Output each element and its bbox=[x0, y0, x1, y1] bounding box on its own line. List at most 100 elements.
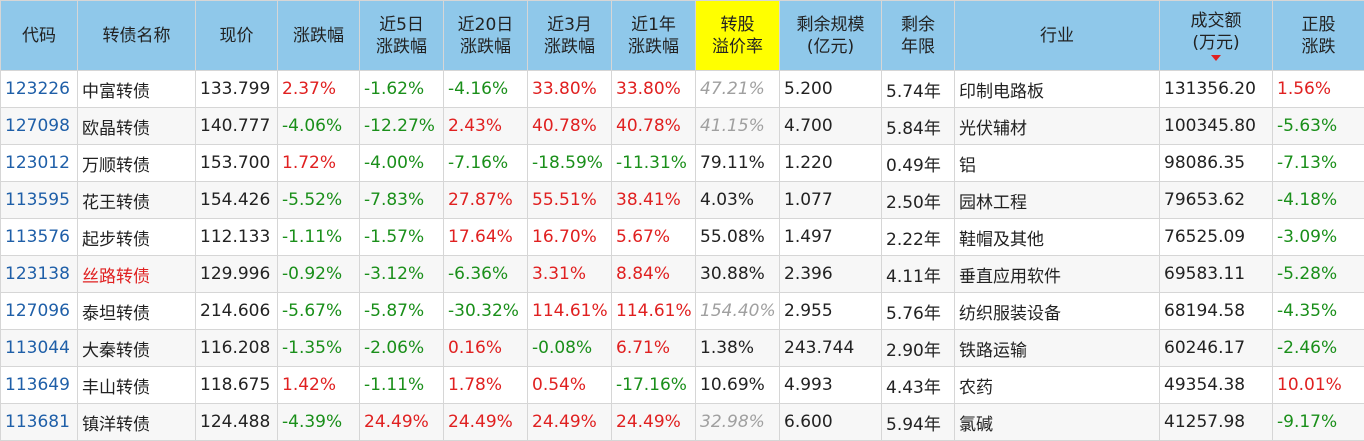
column-header-label: 涨跌幅 bbox=[278, 25, 359, 47]
cell-chg20: 0.16% bbox=[444, 330, 528, 367]
cell-stock_chg: -4.18% bbox=[1273, 182, 1364, 219]
cell-code[interactable]: 113649 bbox=[1, 367, 78, 404]
cell-chg3m: 16.70% bbox=[528, 219, 612, 256]
column-header-label: 涨跌幅 bbox=[528, 36, 611, 58]
cell-premium: 32.98% bbox=[696, 404, 780, 441]
cell-industry: 铁路运输 bbox=[955, 330, 1160, 367]
cell-price: 140.777 bbox=[196, 108, 278, 145]
cell-chg3m: 33.80% bbox=[528, 71, 612, 108]
column-header-code[interactable]: 代码 bbox=[1, 1, 78, 71]
cell-name[interactable]: 起步转债 bbox=[78, 219, 196, 256]
cell-scale: 5.200 bbox=[780, 71, 882, 108]
column-header-scale[interactable]: 剩余规模(亿元) bbox=[780, 1, 882, 71]
cell-code[interactable]: 123012 bbox=[1, 145, 78, 182]
cell-stock_chg: 1.56% bbox=[1273, 71, 1364, 108]
cell-industry: 印制电路板 bbox=[955, 71, 1160, 108]
cell-chg: -5.67% bbox=[278, 293, 360, 330]
cell-chg1y: 8.84% bbox=[612, 256, 696, 293]
cell-volume: 76525.09 bbox=[1160, 219, 1273, 256]
column-header-chg5[interactable]: 近5日涨跌幅 bbox=[360, 1, 444, 71]
cell-scale: 1.220 bbox=[780, 145, 882, 182]
cell-chg1y: 38.41% bbox=[612, 182, 696, 219]
cell-name[interactable]: 大秦转债 bbox=[78, 330, 196, 367]
cell-scale: 1.497 bbox=[780, 219, 882, 256]
cell-volume: 79653.62 bbox=[1160, 182, 1273, 219]
cell-premium: 4.03% bbox=[696, 182, 780, 219]
cell-chg20: 27.87% bbox=[444, 182, 528, 219]
column-header-stock_chg[interactable]: 正股涨跌 bbox=[1273, 1, 1364, 71]
cell-chg3m: 40.78% bbox=[528, 108, 612, 145]
header-row: 代码转债名称现价涨跌幅近5日涨跌幅近20日涨跌幅近3月涨跌幅近1年涨跌幅转股溢价… bbox=[1, 1, 1364, 71]
column-header-industry[interactable]: 行业 bbox=[955, 1, 1160, 71]
cell-chg20: 1.78% bbox=[444, 367, 528, 404]
column-header-label: 转股 bbox=[696, 14, 779, 36]
column-header-premium[interactable]: 转股溢价率 bbox=[696, 1, 780, 71]
cell-name[interactable]: 泰坦转债 bbox=[78, 293, 196, 330]
cell-name[interactable]: 中富转债 bbox=[78, 71, 196, 108]
cell-premium: 79.11% bbox=[696, 145, 780, 182]
cell-code[interactable]: 113681 bbox=[1, 404, 78, 441]
cell-code[interactable]: 123226 bbox=[1, 71, 78, 108]
column-header-chg3m[interactable]: 近3月涨跌幅 bbox=[528, 1, 612, 71]
cell-name[interactable]: 镇洋转债 bbox=[78, 404, 196, 441]
column-header-label: (万元) bbox=[1160, 32, 1272, 54]
cell-scale: 4.993 bbox=[780, 367, 882, 404]
cell-years: 0.49年 bbox=[882, 145, 955, 182]
cell-scale: 2.396 bbox=[780, 256, 882, 293]
cell-name[interactable]: 丰山转债 bbox=[78, 367, 196, 404]
cell-code[interactable]: 127096 bbox=[1, 293, 78, 330]
cell-premium: 41.15% bbox=[696, 108, 780, 145]
cell-industry: 纺织服装设备 bbox=[955, 293, 1160, 330]
cell-chg5: -12.27% bbox=[360, 108, 444, 145]
column-header-volume[interactable]: 成交额(万元) bbox=[1160, 1, 1273, 71]
column-header-years[interactable]: 剩余年限 bbox=[882, 1, 955, 71]
cell-name[interactable]: 万顺转债 bbox=[78, 145, 196, 182]
column-header-label: 涨跌幅 bbox=[612, 36, 695, 58]
cell-chg: 2.37% bbox=[278, 71, 360, 108]
column-header-price[interactable]: 现价 bbox=[196, 1, 278, 71]
cell-chg: 1.72% bbox=[278, 145, 360, 182]
cell-name[interactable]: 丝路转债 bbox=[78, 256, 196, 293]
sort-descending-icon bbox=[1211, 55, 1221, 61]
cell-chg20: -7.16% bbox=[444, 145, 528, 182]
cell-code[interactable]: 113576 bbox=[1, 219, 78, 256]
column-header-label: 溢价率 bbox=[696, 36, 779, 58]
cell-chg20: -6.36% bbox=[444, 256, 528, 293]
column-header-name[interactable]: 转债名称 bbox=[78, 1, 196, 71]
cell-chg20: 24.49% bbox=[444, 404, 528, 441]
cell-code[interactable]: 127098 bbox=[1, 108, 78, 145]
column-header-chg20[interactable]: 近20日涨跌幅 bbox=[444, 1, 528, 71]
cell-years: 2.22年 bbox=[882, 219, 955, 256]
cell-stock_chg: -5.28% bbox=[1273, 256, 1364, 293]
cell-code[interactable]: 123138 bbox=[1, 256, 78, 293]
cell-name[interactable]: 欧晶转债 bbox=[78, 108, 196, 145]
column-header-chg[interactable]: 涨跌幅 bbox=[278, 1, 360, 71]
cell-code[interactable]: 113044 bbox=[1, 330, 78, 367]
cell-stock_chg: -3.09% bbox=[1273, 219, 1364, 256]
column-header-chg1y[interactable]: 近1年涨跌幅 bbox=[612, 1, 696, 71]
cell-chg: -0.92% bbox=[278, 256, 360, 293]
column-header-label: 现价 bbox=[196, 25, 277, 47]
column-header-label: 涨跌幅 bbox=[360, 36, 443, 58]
column-header-label: 近5日 bbox=[360, 14, 443, 36]
cell-code[interactable]: 113595 bbox=[1, 182, 78, 219]
cell-price: 153.700 bbox=[196, 145, 278, 182]
cell-chg: -4.06% bbox=[278, 108, 360, 145]
cell-price: 118.675 bbox=[196, 367, 278, 404]
column-header-label: 近20日 bbox=[444, 14, 527, 36]
cell-name[interactable]: 花王转债 bbox=[78, 182, 196, 219]
column-header-label: 行业 bbox=[955, 25, 1159, 47]
cell-years: 5.94年 bbox=[882, 404, 955, 441]
cell-years: 2.90年 bbox=[882, 330, 955, 367]
cell-chg1y: 5.67% bbox=[612, 219, 696, 256]
